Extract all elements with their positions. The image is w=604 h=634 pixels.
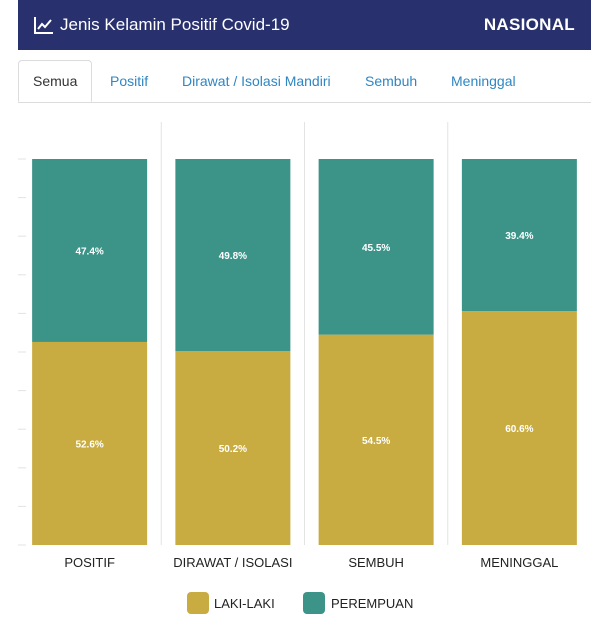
data-label: 60.6% — [505, 424, 533, 435]
category-label: MENINGGAL — [480, 555, 558, 570]
legend-swatch-perempuan — [303, 592, 325, 614]
legend-label: LAKI-LAKI — [214, 596, 275, 611]
tab-semua[interactable]: Semua — [18, 60, 93, 102]
tab-dirawat[interactable]: Dirawat / Isolasi Mandiri — [182, 73, 331, 89]
chart-header: Jenis Kelamin Positif Covid-19 NASIONAL — [18, 0, 591, 50]
region-label: NASIONAL — [483, 15, 575, 34]
tab-positif[interactable]: Positif — [110, 73, 149, 89]
tab-sembuh[interactable]: Sembuh — [365, 73, 418, 89]
bar-perempuan — [461, 159, 577, 312]
category-label: DIRAWAT / ISOLASI — [173, 555, 292, 570]
category-label: SEMBUH — [348, 555, 404, 570]
bar-laki-laki — [32, 341, 148, 545]
bar-laki-laki — [318, 334, 434, 545]
chart-area: 52.6% 47.4% POSITIF 50.2% 49.8% DIRAWAT / ISO… — [0, 102, 604, 629]
stacked-bar-chart: 52.6% 47.4% POSITIF 50.2% 49.8% DIRAWAT / ISO… — [18, 122, 577, 614]
data-label: 54.5% — [362, 436, 390, 447]
chart-title: Jenis Kelamin Positif Covid-19 — [60, 15, 290, 34]
data-label: 52.6% — [75, 439, 103, 450]
category-tabs: Semua Positif Dirawat / Isolasi Mandiri … — [18, 60, 591, 103]
tab-meninggal[interactable]: Meninggal — [451, 73, 516, 89]
data-label: 49.8% — [219, 251, 247, 262]
data-label: 45.5% — [362, 243, 390, 254]
data-label: 39.4% — [505, 231, 533, 242]
bar-perempuan — [175, 159, 291, 352]
bar-perempuan — [32, 159, 148, 342]
legend-swatch-laki-laki — [187, 592, 209, 614]
legend-label: PEREMPUAN — [331, 596, 413, 611]
data-label: 47.4% — [75, 246, 103, 257]
bar-perempuan — [318, 159, 434, 335]
line-chart-icon — [34, 16, 54, 34]
bar-laki-laki — [175, 351, 291, 545]
category-label: POSITIF — [64, 555, 115, 570]
data-label: 50.2% — [219, 444, 247, 455]
bar-laki-laki — [461, 311, 577, 545]
